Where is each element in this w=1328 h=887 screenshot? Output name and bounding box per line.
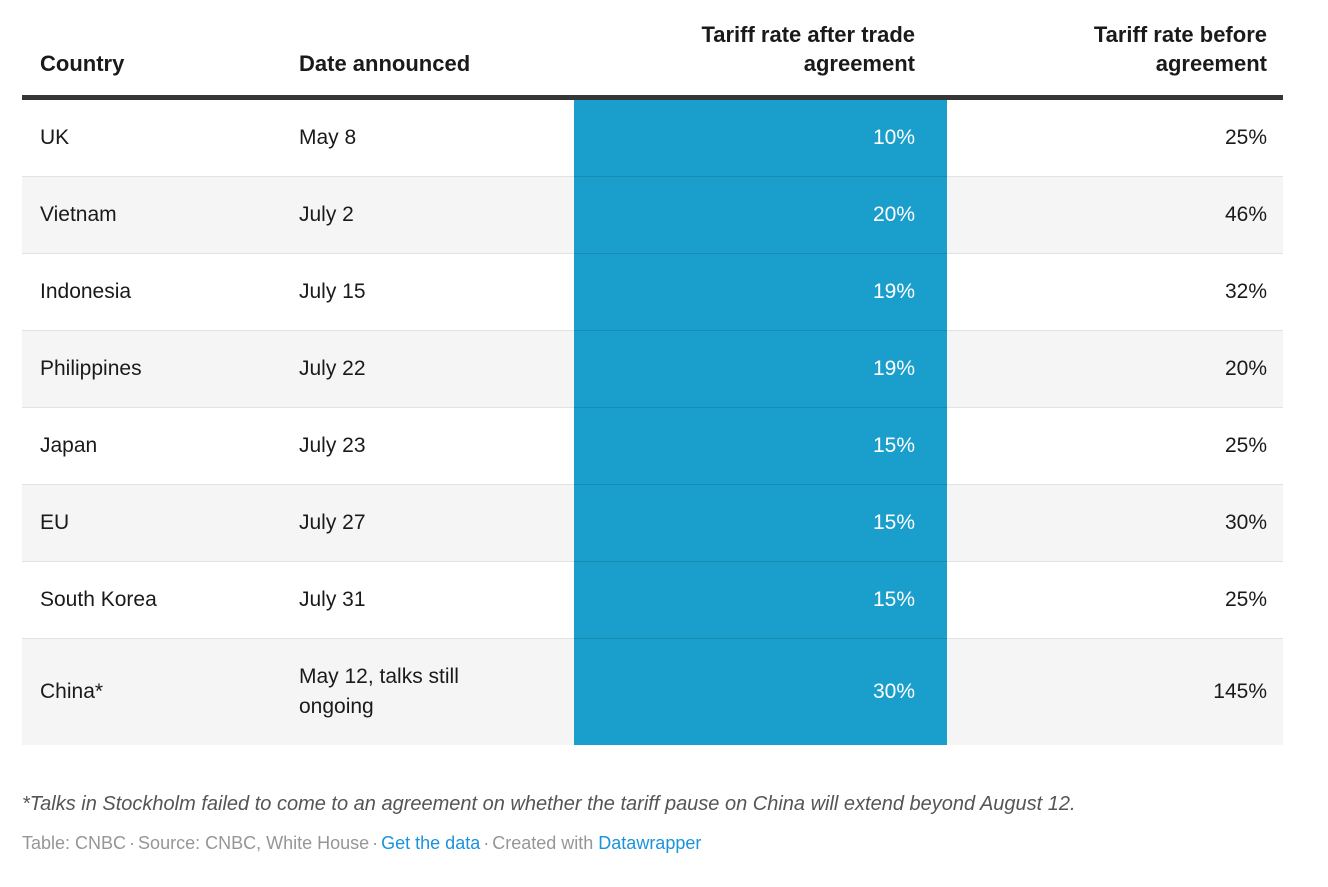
cell-country: UK (40, 126, 70, 149)
get-the-data-link[interactable]: Get the data (381, 833, 481, 853)
cell-tariff-after: 20% (574, 176, 947, 254)
cell-date-announced: July 27 (252, 484, 574, 562)
cell-tariff-after: 15% (574, 561, 947, 639)
table-row: Japan July 23 15% 25% (22, 407, 1283, 485)
cell-date-announced: July 2 (252, 176, 574, 254)
tariff-table: Country Date announced Tariff rate after… (22, 0, 1283, 745)
cell-tariff-before: 25% (1224, 126, 1267, 149)
table-row: Philippines July 22 19% 20% (22, 330, 1283, 408)
cell-date-text: July 31 (299, 588, 366, 611)
attribution-line: Table: CNBC · Source: CNBC, White House · Ge… (22, 832, 1283, 855)
cell-date-announced: July 22 (252, 330, 574, 408)
table-row: South Korea July 31 15% 25% (22, 561, 1283, 639)
column-header-tariff-after: Tariff rate after trade agreement (574, 0, 947, 100)
cell-date-text: July 2 (299, 203, 354, 226)
cell-tariff-before: 46% (947, 176, 1283, 254)
cell-date-text: July 23 (299, 434, 366, 457)
cell-tariff-after: 19% (574, 253, 947, 331)
column-header-tariff-before: Tariff rate before agreement (947, 0, 1283, 100)
table-row: EU July 27 15% 30% (22, 484, 1283, 562)
cell-date-text: July 27 (299, 511, 366, 534)
separator-dot: · (129, 833, 136, 853)
cell-tariff-before: 30% (947, 484, 1283, 562)
table-row: China* May 12, talks still ongoing 30% 1… (22, 638, 1283, 745)
cell-date-text: July 22 (299, 357, 366, 380)
separator-dot: · (483, 833, 490, 853)
cell-tariff-after: 15% (574, 407, 947, 485)
cell-country: EU (22, 484, 252, 562)
table-row: Indonesia July 15 19% 32% (22, 253, 1283, 331)
cell-tariff-before: 25% (947, 561, 1283, 639)
table-credit: Table: CNBC (22, 833, 127, 853)
cell-country: Philippines (22, 330, 252, 408)
cell-date-text: July 15 (299, 280, 366, 303)
column-header-date-announced: Date announced (252, 0, 574, 100)
cell-date-announced: May 12, talks still ongoing (252, 638, 574, 745)
cell-country: China* (22, 638, 252, 745)
cell-date-announced: May 8 (252, 98, 574, 177)
cell-country: South Korea (22, 561, 252, 639)
cell-country: Indonesia (22, 253, 252, 331)
cell-date-announced: July 23 (252, 407, 574, 485)
cell-date-announced: July 15 (252, 253, 574, 331)
source-credit: Source: CNBC, White House (138, 833, 370, 853)
created-with-label: Created with (492, 833, 594, 853)
separator-dot: · (372, 833, 379, 853)
cell-tariff-before: 20% (947, 330, 1283, 408)
cell-country: Japan (22, 407, 252, 485)
cell-tariff-before: 32% (947, 253, 1283, 331)
cell-date-announced: July 31 (252, 561, 574, 639)
cell-tariff-after: 15% (574, 484, 947, 562)
cell-country: Vietnam (22, 176, 252, 254)
header-row: Country Date announced Tariff rate after… (22, 0, 1283, 100)
cell-tariff-before: 145% (947, 638, 1283, 745)
cell-date-text: May 8 (299, 126, 357, 149)
footnote: *Talks in Stockholm failed to come to an… (22, 793, 1076, 815)
table-row: UK May 8 10% 25% (22, 97, 1283, 177)
cell-tariff-before: 25% (947, 407, 1283, 485)
cell-tariff-after: 19% (574, 330, 947, 408)
column-header-country: Country (22, 0, 252, 100)
datawrapper-link[interactable]: Datawrapper (598, 833, 702, 853)
cell-tariff-after: 10% (574, 97, 947, 177)
cell-tariff-after: 30% (574, 638, 947, 745)
table-row: Vietnam July 2 20% 46% (22, 176, 1283, 254)
cell-date-text: May 12, talks still ongoing (299, 665, 459, 718)
